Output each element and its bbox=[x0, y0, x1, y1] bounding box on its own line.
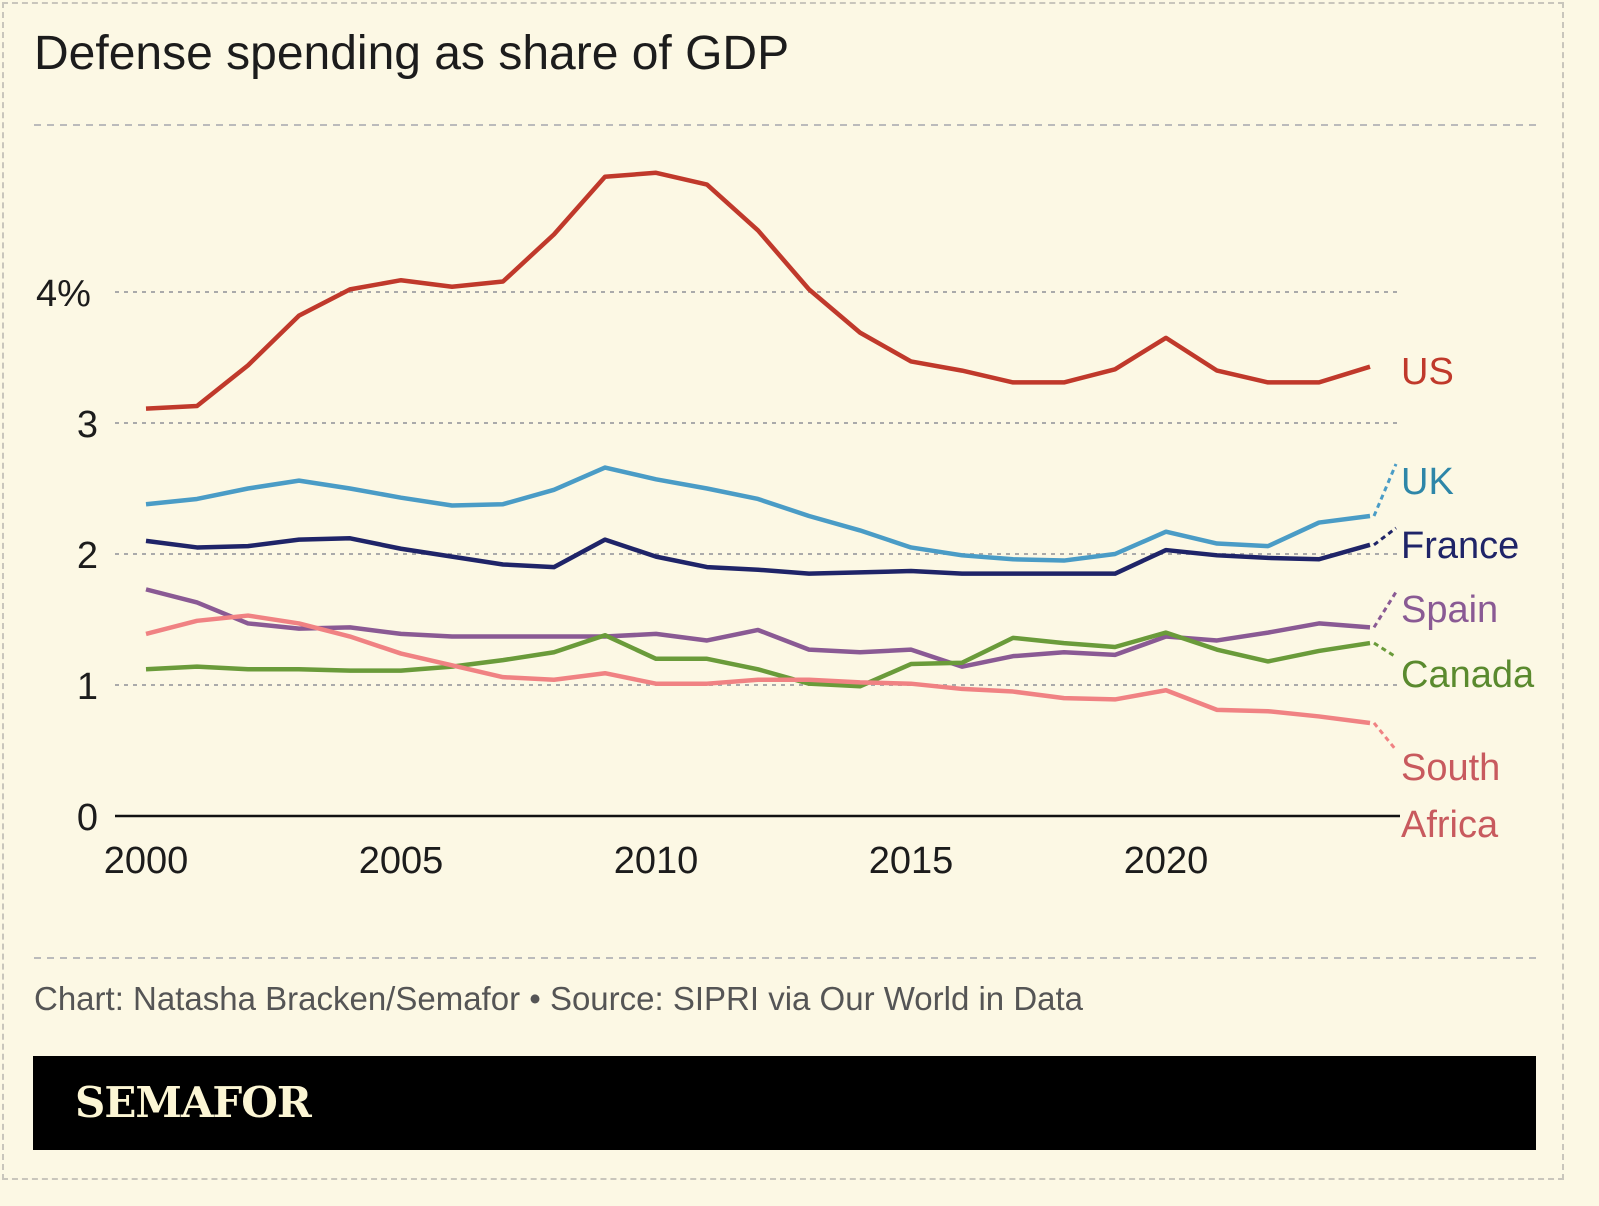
series-line-france bbox=[145, 536, 1371, 576]
x-tick-label: 2000 bbox=[104, 840, 189, 882]
x-tick-label: 2005 bbox=[359, 840, 444, 882]
x-tick-label: 2020 bbox=[1124, 840, 1209, 882]
page-frame bbox=[2, 2, 1564, 1180]
line-chart: 0 1 2 3 4% 2000 2005 2010 2015 2020 US UK France Spai… bbox=[34, 124, 1536, 959]
x-tick-label: 2015 bbox=[869, 840, 954, 882]
label-leader bbox=[1373, 526, 1397, 547]
semafor-logo: SEMAFOR bbox=[75, 1078, 312, 1127]
y-tick-label: 2 bbox=[77, 535, 98, 577]
series-line-spain bbox=[145, 587, 1371, 669]
series-line-canada bbox=[145, 630, 1371, 689]
label-leader bbox=[1372, 722, 1398, 751]
y-tick-label: 0 bbox=[77, 797, 98, 839]
y-tick-label: 1 bbox=[77, 666, 98, 708]
label-leader bbox=[1373, 641, 1397, 659]
series-label: Canada bbox=[1401, 654, 1535, 696]
y-tick-label: 3 bbox=[77, 404, 98, 446]
brand-bar: SEMAFOR bbox=[33, 1056, 1536, 1150]
y-tick-label: 4% bbox=[36, 273, 91, 315]
x-tick-label: 2010 bbox=[614, 840, 699, 882]
series-line-us bbox=[145, 170, 1371, 411]
label-leader bbox=[1372, 463, 1398, 517]
series-line-south-africa bbox=[145, 613, 1371, 726]
label-leader bbox=[1372, 591, 1398, 629]
chart-title: Defense spending as share of GDP bbox=[34, 27, 790, 80]
series-line-uk bbox=[145, 465, 1371, 563]
chart-credit: Chart: Natasha Bracken/Semafor • Source:… bbox=[34, 980, 1084, 1017]
series-label: Spain bbox=[1401, 589, 1498, 631]
series-label: US bbox=[1401, 351, 1454, 393]
series-label: South Africa bbox=[1401, 747, 1500, 846]
series-label: France bbox=[1401, 525, 1519, 567]
series-label: UK bbox=[1401, 461, 1454, 503]
